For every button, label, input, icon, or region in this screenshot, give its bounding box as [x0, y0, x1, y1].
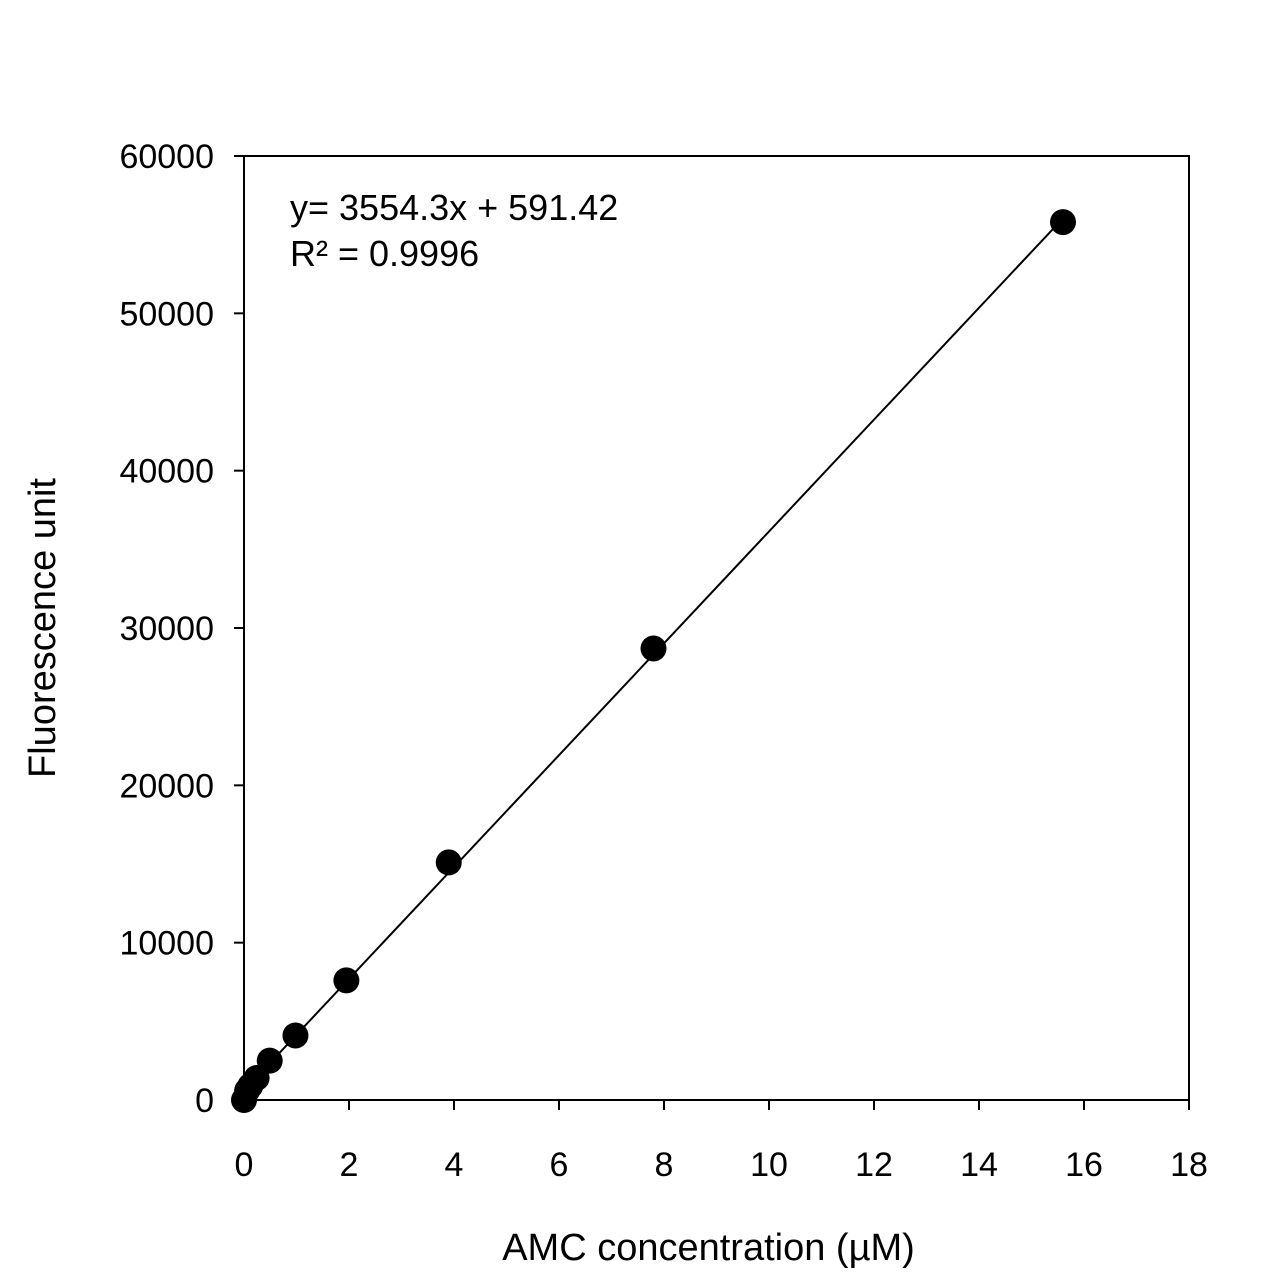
- data-points-layer: [231, 209, 1076, 1113]
- x-tick-label: 2: [340, 1146, 359, 1184]
- data-point: [640, 635, 667, 662]
- data-point: [333, 967, 360, 994]
- x-tick-label: 16: [1065, 1146, 1103, 1184]
- x-axis-label: AMC concentration (µM): [502, 1227, 915, 1269]
- y-tick-label: 10000: [119, 925, 214, 963]
- y-tick-label: 0: [195, 1082, 214, 1120]
- data-point: [256, 1047, 283, 1074]
- y-tick-label: 30000: [119, 610, 214, 648]
- y-tick-label: 50000: [119, 295, 214, 333]
- y-axis-label: Fluorescence unit: [22, 478, 64, 778]
- y-tick-label: 60000: [119, 138, 214, 176]
- regression-equation: y= 3554.3x + 591.42: [290, 187, 618, 228]
- x-tick-label: 4: [445, 1146, 464, 1184]
- annotations: y= 3554.3x + 591.42 R² = 0.9996: [290, 187, 618, 274]
- axes: 0 2 4 6 8 10 12 14 16 18 0 10000 20000 30000 40000 5000…: [119, 138, 1207, 1184]
- plot-frame: [243, 155, 1190, 1101]
- x-tick-label: 14: [960, 1146, 998, 1184]
- y-tick-label: 20000: [119, 767, 214, 805]
- x-tick-label: 12: [855, 1146, 893, 1184]
- x-tick-label: 10: [750, 1146, 788, 1184]
- data-point: [282, 1022, 309, 1049]
- x-tick-label: 8: [655, 1146, 674, 1184]
- r-squared-label: R² = 0.9996: [290, 233, 479, 274]
- x-tick-label: 18: [1170, 1146, 1208, 1184]
- data-point: [435, 849, 462, 876]
- x-tick-label: 6: [550, 1146, 569, 1184]
- y-tick-label: 40000: [119, 453, 214, 491]
- x-tick-label: 0: [235, 1146, 254, 1184]
- data-point: [1050, 209, 1076, 236]
